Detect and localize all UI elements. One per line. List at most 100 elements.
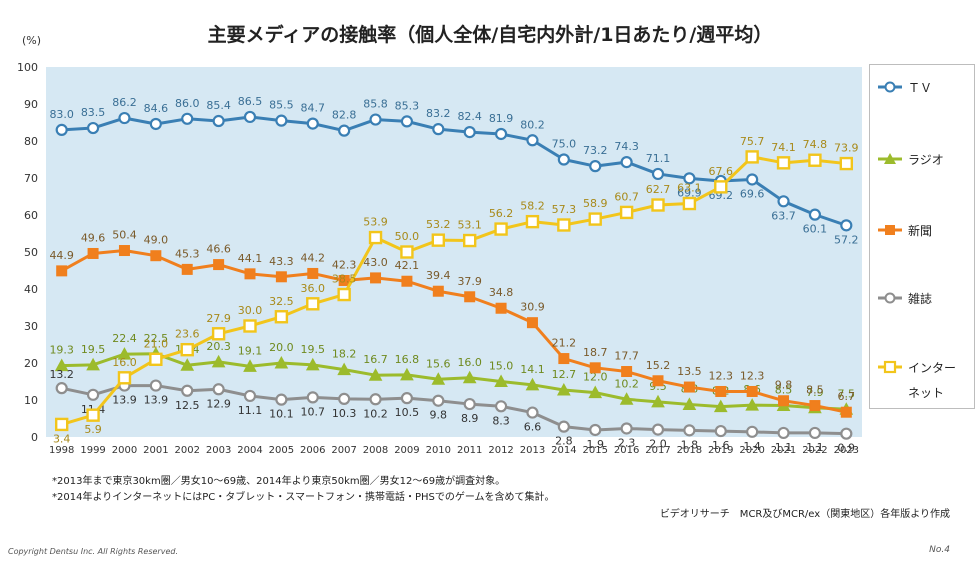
data-point-インターネット-2017 <box>651 198 665 212</box>
data-label-インターネット-2006: 36.0 <box>301 282 326 295</box>
data-point-雑誌-2010 <box>432 394 445 407</box>
data-label-ラジオ-2001: 22.5 <box>144 332 169 345</box>
x-tick-label: 2016 <box>614 445 639 456</box>
data-label-ＴＶ-2004: 86.5 <box>238 95 263 108</box>
data-point-雑誌-2013 <box>526 406 539 419</box>
x-tick-label: 2023 <box>834 445 859 456</box>
data-label-ＴＶ-2013: 80.2 <box>520 118 545 131</box>
data-label-ＴＶ-2007: 82.8 <box>332 109 357 122</box>
legend-marker <box>883 360 897 374</box>
legend-marker <box>885 225 895 235</box>
data-label-新聞-2005: 43.3 <box>269 255 294 268</box>
x-tick-label: 2013 <box>520 445 545 456</box>
data-label-新聞-2013: 30.9 <box>520 301 545 314</box>
data-point-新聞-2021 <box>778 395 790 407</box>
data-point-ラジオ-2020 <box>745 398 759 411</box>
data-label-ラジオ-2004: 19.1 <box>238 344 263 357</box>
data-point-ＴＶ-2003 <box>212 114 225 128</box>
y-tick-label: 100 <box>17 61 38 74</box>
plot-area <box>46 67 862 437</box>
data-label-新聞-2000: 50.4 <box>112 229 137 242</box>
legend-label: インター <box>908 361 956 375</box>
data-label-ラジオ-2008: 16.7 <box>363 353 388 366</box>
y-tick-label: 50 <box>24 246 38 259</box>
data-label-インターネット-2004: 30.0 <box>238 304 263 317</box>
data-label-雑誌-2023: 0.9 <box>838 442 856 455</box>
data-point-ＴＶ-2020 <box>746 173 759 186</box>
data-label-雑誌-2020: 1.4 <box>743 440 761 453</box>
data-point-新聞-1999 <box>87 247 99 259</box>
data-point-ＴＶ-1998 <box>55 123 68 136</box>
data-point-インターネット-2005 <box>274 310 289 324</box>
data-point-新聞-2006 <box>307 267 319 279</box>
data-label-新聞-2012: 34.8 <box>489 286 514 299</box>
data-point-新聞-2003 <box>213 259 225 271</box>
data-point-ラジオ-2015 <box>588 385 603 399</box>
data-label-雑誌-2017: 2.0 <box>649 438 667 451</box>
data-point-ラジオ-2013 <box>525 377 540 391</box>
data-point-雑誌-2008 <box>369 393 382 406</box>
data-label-インターネット-2002: 23.6 <box>175 328 200 341</box>
y-tick-label: 90 <box>24 98 38 111</box>
data-label-インターネット-1998: 3.4 <box>53 432 71 445</box>
data-point-新聞-2023 <box>840 406 852 418</box>
data-label-雑誌-2003: 12.9 <box>206 397 231 410</box>
data-label-ラジオ-2009: 16.8 <box>395 353 420 366</box>
data-label-ＴＶ-2009: 85.3 <box>395 99 420 112</box>
data-point-インターネット-2003 <box>211 327 226 341</box>
data-label-ラジオ-2005: 20.0 <box>269 341 294 354</box>
data-point-ＴＶ-2022 <box>808 208 822 221</box>
data-label-雑誌-2022: 1.1 <box>806 441 824 454</box>
data-point-インターネット-2018 <box>682 196 697 211</box>
data-label-インターネット-2018: 63.1 <box>677 182 702 195</box>
data-label-新聞-2006: 44.2 <box>301 251 326 264</box>
x-tick-label: 2004 <box>237 445 262 456</box>
data-label-インターネット-2003: 27.9 <box>206 312 231 325</box>
data-label-雑誌-2012: 8.3 <box>492 414 510 427</box>
legend-marker <box>884 292 896 304</box>
legend-label-line2: ネット <box>908 386 944 400</box>
data-label-ラジオ-2013: 14.1 <box>520 363 545 376</box>
data-label-ラジオ-1999: 19.5 <box>81 343 106 356</box>
data-label-ＴＶ-2023: 57.2 <box>834 233 859 246</box>
data-point-雑誌-2017 <box>651 423 665 436</box>
data-label-雑誌-2004: 11.1 <box>238 404 263 417</box>
data-label-ＴＶ-2017: 71.1 <box>646 152 671 165</box>
data-label-インターネット-2007: 38.5 <box>332 273 357 286</box>
data-label-インターネット-2012: 56.2 <box>489 207 514 220</box>
data-label-ＴＶ-2000: 86.2 <box>112 96 137 109</box>
data-label-新聞-2011: 37.9 <box>457 275 482 288</box>
x-tick-label: 1998 <box>49 445 74 456</box>
data-label-ラジオ-2014: 12.7 <box>552 368 577 381</box>
x-tick-label: 2005 <box>269 445 294 456</box>
data-point-ＴＶ-2017 <box>651 167 665 181</box>
data-point-ＴＶ-2013 <box>526 134 539 147</box>
x-tick-label: 2011 <box>457 445 482 456</box>
y-axis-unit: (%) <box>22 34 42 47</box>
x-tick-label: 2008 <box>363 445 388 456</box>
data-point-新聞-2014 <box>558 353 570 365</box>
data-label-ＴＶ-2001: 84.6 <box>144 102 169 115</box>
data-label-ラジオ-2016: 10.2 <box>614 377 639 390</box>
data-point-ラジオ-2014 <box>557 382 571 396</box>
data-label-インターネット-2013: 58.2 <box>520 200 545 213</box>
data-point-インターネット-2014 <box>557 218 571 232</box>
data-point-雑誌-2002 <box>181 384 194 397</box>
data-label-雑誌-2019: 1.6 <box>712 439 730 452</box>
y-tick-label: 70 <box>24 172 38 185</box>
footnote-survey-area: *2013年まで東京30km圏／男女10～69歳、2014年より東京50km圏／… <box>52 476 506 487</box>
data-label-ＴＶ-2015: 73.2 <box>583 144 608 157</box>
data-point-インターネット-2013 <box>525 214 540 229</box>
x-tick-label: 2002 <box>175 445 200 456</box>
x-tick-label: 2009 <box>394 445 419 456</box>
data-point-雑誌-2001 <box>149 379 162 392</box>
data-label-新聞-2016: 17.7 <box>614 350 639 363</box>
data-point-インターネット-2016 <box>619 205 634 220</box>
data-label-ＴＶ-2005: 85.5 <box>269 99 294 112</box>
data-label-雑誌-2018: 1.8 <box>681 438 699 451</box>
data-point-新聞-1998 <box>56 265 68 277</box>
data-label-ＴＶ-2012: 81.9 <box>489 112 514 125</box>
data-label-ラジオ-2007: 18.2 <box>332 348 357 361</box>
data-label-ラジオ-2022: 7.9 <box>806 386 824 399</box>
